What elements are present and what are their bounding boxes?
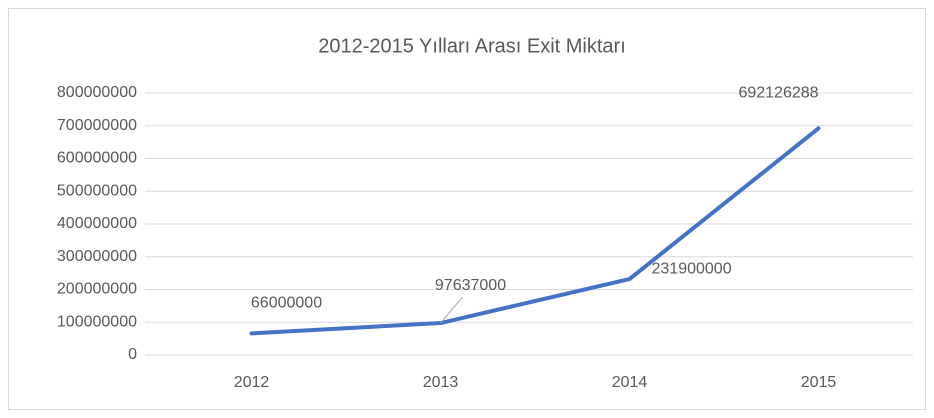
y-tick-label: 400000000	[57, 215, 137, 232]
data-label: 66000000	[251, 295, 322, 312]
y-tick-label: 500000000	[57, 182, 137, 199]
y-tick-label: 700000000	[57, 117, 137, 134]
y-tick-label: 100000000	[57, 313, 137, 330]
x-tick-label: 2013	[423, 374, 459, 391]
y-tick-label: 0	[128, 346, 137, 363]
x-tick-label: 2014	[612, 374, 648, 391]
data-label: 97637000	[435, 277, 506, 294]
y-tick-label: 800000000	[57, 84, 137, 101]
leader-line	[440, 296, 463, 324]
x-tick-label: 2012	[234, 374, 270, 391]
chart-border	[8, 8, 926, 410]
x-tick-label: 2015	[801, 374, 837, 391]
y-tick-label: 600000000	[57, 150, 137, 167]
y-tick-label: 200000000	[57, 281, 137, 298]
chart-title: 2012-2015 Yılları Arası Exit Miktarı	[318, 35, 626, 57]
y-tick-label: 300000000	[57, 248, 137, 265]
data-line	[249, 126, 821, 336]
data-label: 231900000	[652, 260, 732, 277]
data-label: 692126288	[738, 85, 818, 102]
